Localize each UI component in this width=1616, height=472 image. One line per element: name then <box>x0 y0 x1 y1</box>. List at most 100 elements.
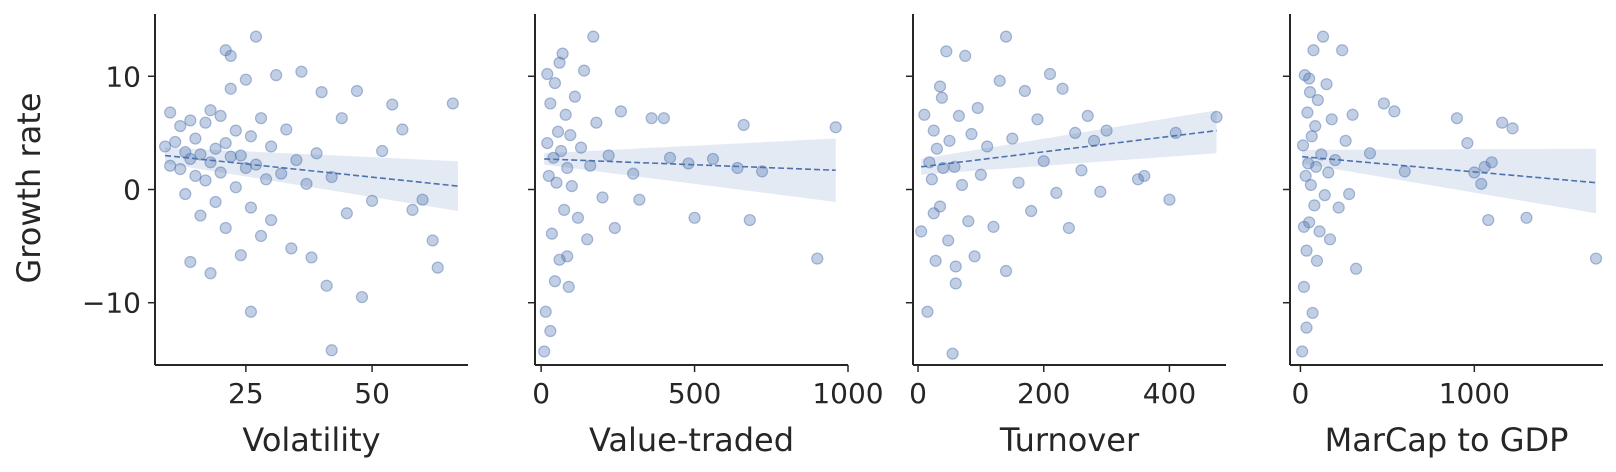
data-point <box>1050 186 1063 199</box>
data-point <box>915 225 928 238</box>
data-point <box>548 76 562 90</box>
data-point <box>1025 204 1038 218</box>
x-tick-label: 500 <box>668 377 721 410</box>
data-point <box>949 260 962 273</box>
data-point <box>199 174 212 187</box>
data-point <box>940 45 953 58</box>
data-point <box>577 64 591 77</box>
data-point <box>933 200 947 213</box>
data-point <box>320 279 333 292</box>
data-point <box>918 108 931 121</box>
data-point <box>568 90 581 103</box>
scatter-points <box>158 30 459 357</box>
data-point <box>571 211 585 224</box>
data-point <box>965 127 978 141</box>
data-point <box>355 290 369 304</box>
y-axis-label: Growth rate <box>10 93 48 284</box>
regression-line <box>544 158 836 172</box>
data-point <box>561 250 574 263</box>
data-point <box>234 249 247 262</box>
panel-1: −10 0 10 25 50 Volatility <box>82 14 468 459</box>
data-point <box>244 130 258 143</box>
data-point <box>1302 157 1315 170</box>
data-point <box>1520 211 1533 224</box>
data-point <box>1043 67 1057 81</box>
confidence-band <box>921 110 1217 175</box>
data-point <box>219 221 232 235</box>
x-tick-label: 25 <box>228 377 264 410</box>
data-point <box>971 101 984 115</box>
data-point <box>706 152 720 166</box>
data-point <box>829 121 842 134</box>
data-point <box>614 105 628 118</box>
regression-line <box>921 129 1217 168</box>
data-point <box>1349 262 1363 275</box>
x-tick-label: 0 <box>909 377 927 410</box>
data-point <box>1081 109 1094 123</box>
data-point <box>959 49 972 62</box>
data-point <box>350 84 364 98</box>
x-axis-label: Volatility <box>242 421 380 459</box>
data-point <box>943 134 956 147</box>
data-point <box>1315 148 1328 161</box>
data-point <box>406 203 419 216</box>
data-point <box>688 211 701 224</box>
data-point <box>608 221 621 235</box>
data-point <box>1589 252 1603 265</box>
data-point <box>587 30 600 43</box>
data-point <box>310 147 323 160</box>
data-point <box>949 277 962 290</box>
data-point <box>551 125 565 138</box>
data-point <box>1138 169 1151 183</box>
data-point <box>224 150 237 163</box>
data-point <box>325 170 338 184</box>
data-point <box>981 140 994 153</box>
data-point <box>935 91 949 104</box>
data-point <box>602 149 615 162</box>
data-point <box>204 267 217 280</box>
data-point <box>925 173 938 186</box>
data-point <box>657 112 670 125</box>
data-point <box>554 144 568 158</box>
data-point <box>993 74 1006 87</box>
data-point <box>1094 185 1107 198</box>
panel-2: 0 500 1000 Value-traded <box>528 14 884 459</box>
y-tick-label: −10 <box>82 287 141 320</box>
scatter-points <box>915 30 1223 360</box>
data-point <box>224 49 237 62</box>
data-point <box>1303 216 1316 229</box>
data-point <box>663 151 677 164</box>
data-point <box>1303 86 1317 99</box>
data-point <box>224 82 237 95</box>
data-point <box>1306 306 1319 320</box>
data-point <box>542 169 555 183</box>
x-axis-label: MarCap to GDP <box>1325 421 1569 459</box>
data-point <box>955 178 969 192</box>
data-point <box>1210 110 1223 124</box>
x-tick-label: 0 <box>532 377 550 410</box>
data-point <box>219 44 232 57</box>
data-point <box>1131 173 1145 186</box>
data-point <box>1323 233 1337 246</box>
data-point <box>1311 93 1324 107</box>
data-point <box>214 166 227 179</box>
data-point <box>929 254 942 267</box>
data-point <box>948 160 961 173</box>
data-point <box>446 97 459 110</box>
data-point <box>396 123 409 136</box>
data-point <box>315 86 328 99</box>
data-point <box>553 56 566 69</box>
data-point <box>737 118 750 132</box>
scatter-points <box>538 30 842 358</box>
data-point <box>1482 213 1495 227</box>
data-point <box>214 109 227 123</box>
data-point <box>590 116 603 129</box>
data-point <box>1316 30 1330 43</box>
data-point <box>189 132 202 145</box>
data-point <box>541 136 554 150</box>
data-point <box>1300 321 1313 334</box>
data-point <box>1299 169 1312 183</box>
data-point <box>550 176 563 189</box>
data-point <box>239 161 252 175</box>
data-point <box>184 255 197 269</box>
